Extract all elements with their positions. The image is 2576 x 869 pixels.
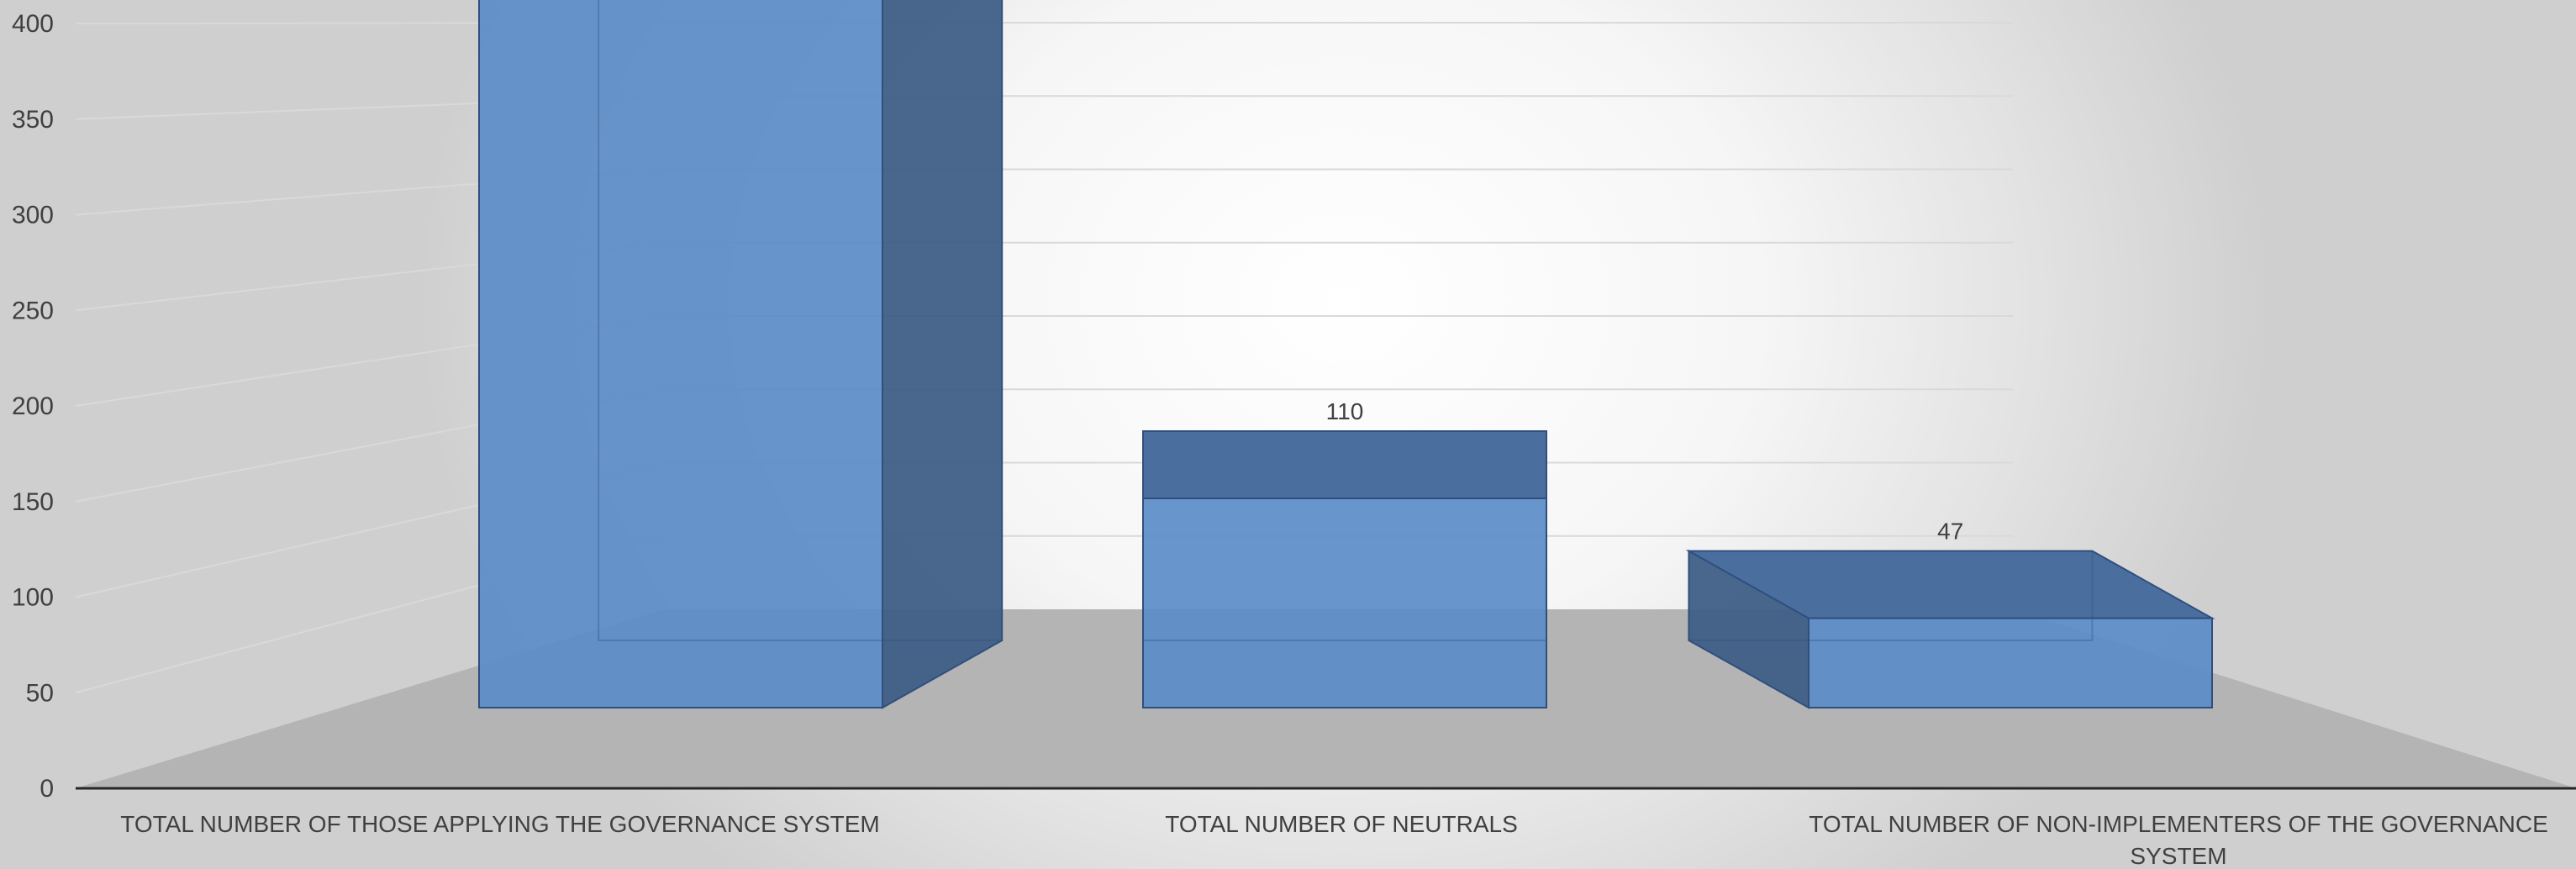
x-category-label: TOTAL NUMBER OF NEUTRALS bbox=[1165, 811, 1518, 837]
data-label: 47 bbox=[1937, 519, 1963, 545]
y-tick-label: 300 bbox=[12, 202, 54, 229]
y-tick-label: 400 bbox=[12, 10, 54, 38]
bar-front-face bbox=[478, 0, 883, 709]
y-tick-label: 250 bbox=[12, 297, 54, 324]
bar-side-face bbox=[882, 0, 1004, 709]
bar-3 bbox=[1685, 549, 2215, 709]
label-line: TOTAL NUMBER OF NON-IMPLEMENTERS OF THE … bbox=[1809, 811, 2548, 837]
bar-top-face bbox=[1142, 430, 1547, 500]
label-line: SYSTEM bbox=[2130, 843, 2226, 869]
x-category-label: TOTAL NUMBER OF NON-IMPLEMENTERS OF THE … bbox=[1809, 811, 2548, 869]
y-tick-label: 350 bbox=[12, 106, 54, 134]
bar-front-face bbox=[1808, 617, 2213, 708]
y-tick-label: 50 bbox=[26, 679, 54, 707]
y-tick-label: 200 bbox=[12, 392, 54, 420]
y-tick-label: 0 bbox=[40, 775, 54, 803]
bar-front-face bbox=[1142, 498, 1547, 708]
bar-2 bbox=[1142, 430, 1547, 708]
x-category-label: TOTAL NUMBER OF THOSE APPLYING THE GOVER… bbox=[120, 811, 879, 837]
y-tick-label: 150 bbox=[12, 488, 54, 516]
data-label: 110 bbox=[1326, 398, 1364, 424]
bar-1 bbox=[478, 0, 1004, 709]
y-tick-label: 100 bbox=[12, 584, 54, 612]
